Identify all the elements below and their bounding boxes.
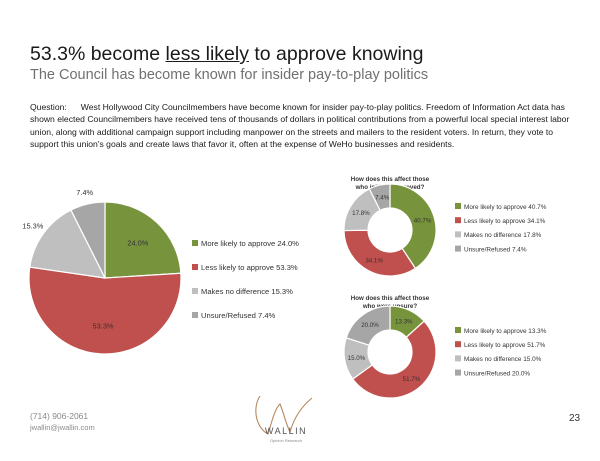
title-suffix: to approve knowing <box>248 43 424 65</box>
data-label-no-difference: 17.8% <box>352 210 370 217</box>
question-block: Question: West Hollywood City Councilmemb… <box>30 101 582 150</box>
title-underlined: less likely <box>165 43 249 65</box>
legend-label-unsure: Unsure/Refused 7.4% <box>201 311 276 320</box>
pie-slice-unsure <box>368 183 391 212</box>
logo-text: WALLIN <box>265 426 307 436</box>
legend-swatch-no-difference <box>455 231 461 238</box>
legend-swatch-more-likely <box>192 240 198 246</box>
footer-email: jwallin@jwallin.com <box>30 423 95 432</box>
data-label-no-difference: 15.0% <box>348 355 366 362</box>
legend-label-no-difference: Makes no difference 17.8% <box>464 232 542 239</box>
legend-swatch-less-likely <box>192 264 198 270</box>
pie-slice-unsure <box>345 305 391 346</box>
question-label: Question: <box>30 102 67 112</box>
legend-label-more-likely: More likely to approve 40.7% <box>464 204 547 211</box>
chart-1: 24.0% 53.3% 15.3% 7.4% More likely to approv… <box>22 188 299 355</box>
title-prefix: 53.3% become <box>30 43 166 65</box>
data-label-unsure: 20.0% <box>361 322 379 329</box>
legend-label-less-likely: Less likely to approve 51.7% <box>464 342 546 349</box>
legend-swatch-unsure <box>192 312 198 318</box>
pie-slice-less-likely <box>351 320 437 399</box>
legend-swatch-unsure <box>455 245 461 252</box>
legend-label-no-difference: Makes no difference 15.3% <box>201 287 293 296</box>
pie-slice-no-difference <box>29 209 107 279</box>
data-label-unsure: 7.4% <box>375 194 390 201</box>
legend-label-less-likely: Less likely to approve 53.3% <box>201 263 298 272</box>
slide-title: 53.3% become less likely to approve know… <box>30 43 423 66</box>
legend-swatch-less-likely <box>455 341 461 348</box>
data-label-more-likely: 40.7% <box>414 218 432 225</box>
legend-swatch-more-likely <box>455 327 461 333</box>
question-text: West Hollywood City Councilmembers have … <box>30 102 570 149</box>
legend-swatch-unsure <box>455 369 461 376</box>
legend-swatch-more-likely <box>455 203 461 209</box>
logo-subtext: Opinion Research <box>270 438 302 443</box>
legend-label-no-difference: Makes no difference 15.0% <box>464 356 542 363</box>
data-label-less-likely: 53.3% <box>93 321 114 330</box>
footer-phone: (714) 906-2061 <box>30 411 89 421</box>
data-label-less-likely: 51.7% <box>403 376 421 383</box>
chart-title-line: How does this affect those <box>351 295 430 302</box>
legend-swatch-less-likely <box>455 217 461 224</box>
slide-subtitle: The Council has become known for insider… <box>30 67 429 83</box>
pie-slice-more-likely <box>389 183 437 270</box>
data-label-more-likely: 13.3% <box>395 318 413 325</box>
legend-label-unsure: Unsure/Refused 20.0% <box>464 370 530 377</box>
legend-label-less-likely: Less likely to approve 34.1% <box>464 218 546 225</box>
pie-slice-less-likely <box>343 229 417 277</box>
data-label-less-likely: 34.1% <box>365 258 383 265</box>
legend-label-more-likely: More likely to approve 13.3% <box>464 328 547 335</box>
legend-label-unsure: Unsure/Refused 7.4% <box>464 246 527 253</box>
legend-swatch-no-difference <box>192 288 198 294</box>
data-label-no-difference: 15.3% <box>22 221 43 230</box>
legend-label-more-likely: More likely to approve 24.0% <box>201 239 299 248</box>
chart-title-line: How does this affect those <box>351 176 430 183</box>
pie-slice-more-likely <box>104 201 182 279</box>
page-number: 23 <box>569 413 581 424</box>
data-label-unsure: 7.4% <box>76 188 93 197</box>
legend-swatch-no-difference <box>455 355 461 362</box>
pie-slice-less-likely <box>28 266 182 355</box>
data-label-more-likely: 24.0% <box>127 239 148 248</box>
pie-slice-unsure <box>70 201 106 279</box>
wallin-logo: WALLIN Opinion Research <box>255 395 313 443</box>
